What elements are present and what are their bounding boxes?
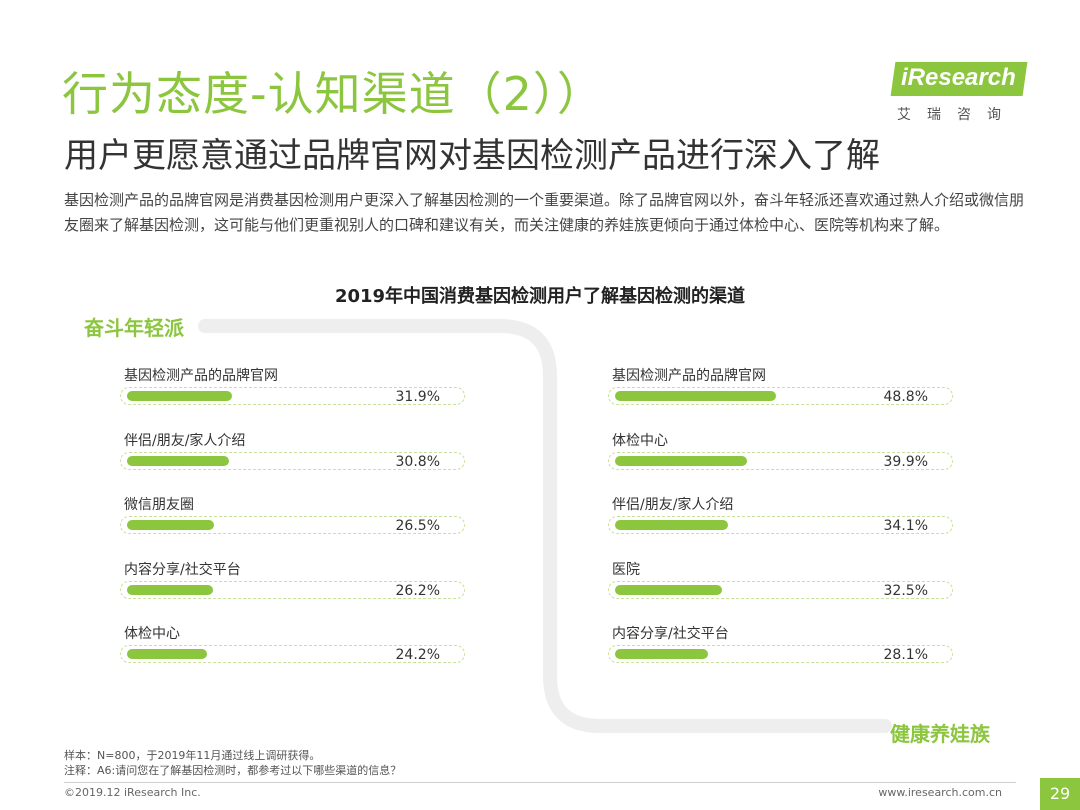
iresearch-logo: iResearch 艾瑞咨询 <box>890 62 1033 124</box>
bar-value-label: 31.9% <box>395 389 440 405</box>
page-subtitle: 用户更愿意通过品牌官网对基因检测产品进行深入了解 <box>64 136 880 176</box>
bar-category-label: 内容分享/社交平台 <box>612 626 729 642</box>
chart-title: 2019年中国消费基因检测用户了解基因检测的渠道 <box>334 286 746 307</box>
page-title: 行为态度-认知渠道（2）） <box>62 67 604 121</box>
logo-text: iResearch <box>901 64 1016 91</box>
bar-track: 34.1% <box>608 516 953 534</box>
bar-fill <box>127 584 214 595</box>
bar-fill <box>615 520 728 530</box>
bar-value-label: 24.2% <box>395 647 440 663</box>
bar-track: 30.8% <box>120 451 465 470</box>
group-label-young: 奋斗年轻派 <box>84 316 184 340</box>
bar-item: 医院 32.5% <box>608 559 953 609</box>
bar-value-label: 39.9% <box>883 453 928 470</box>
bar-value-label: 26.5% <box>395 518 440 534</box>
group-label-parents: 健康养娃族 <box>890 722 990 746</box>
bar-item: 基因检测产品的品牌官网 48.8% <box>608 365 953 415</box>
copyright: ©2019.12 iResearch Inc. <box>64 786 201 799</box>
bar-track: 24.2% <box>120 645 465 663</box>
bar-value-label: 30.8% <box>395 453 440 470</box>
website-url: www.iresearch.com.cn <box>878 786 1002 799</box>
bar-category-label: 基因检测产品的品牌官网 <box>124 368 278 384</box>
bar-value-label: 32.5% <box>883 582 928 599</box>
bar-category-label: 基因检测产品的品牌官网 <box>612 368 766 384</box>
bar-value-label: 28.1% <box>883 647 928 663</box>
bar-fill <box>615 391 777 401</box>
footer-divider <box>64 782 1016 783</box>
bar-track: 39.9% <box>608 451 953 470</box>
bar-track: 31.9% <box>120 387 465 405</box>
sample-note: 样本：N=800，于2019年11月通过线上调研获得。 <box>64 749 321 762</box>
bar-item: 体检中心 24.2% <box>120 623 465 673</box>
bar-fill <box>615 649 708 659</box>
bar-item: 微信朋友圈 26.5% <box>120 494 465 544</box>
bar-item: 基因检测产品的品牌官网 31.9% <box>120 365 465 415</box>
bar-item: 内容分享/社交平台 26.2% <box>120 559 465 609</box>
bar-track: 32.5% <box>608 580 953 599</box>
bar-track: 28.1% <box>608 645 953 663</box>
bar-category-label: 伴侣/朋友/家人介绍 <box>612 497 734 513</box>
logo-chinese-name: 艾瑞咨询 <box>897 107 1017 123</box>
bar-category-label: 伴侣/朋友/家人介绍 <box>124 432 246 449</box>
page-number: 29 <box>1040 778 1080 810</box>
bar-fill <box>127 649 207 659</box>
bar-track: 26.5% <box>120 516 465 534</box>
bar-track: 48.8% <box>608 387 953 405</box>
bar-category-label: 医院 <box>612 561 640 578</box>
bar-fill <box>127 391 233 401</box>
bar-category-label: 微信朋友圈 <box>124 497 194 513</box>
question-note: 注释：A6:请问您在了解基因检测时，都参考过以下哪些渠道的信息？ <box>64 764 402 777</box>
bar-value-label: 48.8% <box>883 389 928 405</box>
bar-value-label: 26.2% <box>395 582 440 599</box>
bar-value-label: 34.1% <box>883 518 928 534</box>
bar-fill <box>127 520 215 530</box>
bar-item: 内容分享/社交平台 28.1% <box>608 623 953 673</box>
bar-item: 体检中心 39.9% <box>608 430 953 480</box>
bar-fill <box>127 455 229 466</box>
bar-category-label: 体检中心 <box>612 432 668 449</box>
bar-category-label: 体检中心 <box>124 626 180 642</box>
bar-item: 伴侣/朋友/家人介绍 34.1% <box>608 494 953 544</box>
footnotes: 样本：N=800，于2019年11月通过线上调研获得。 注释：A6:请问您在了解… <box>64 748 401 778</box>
bar-fill <box>615 584 723 595</box>
page-description: 基因检测产品的品牌官网是消费基因检测用户更深入了解基因检测的一个重要渠道。除了品… <box>64 191 1025 234</box>
bar-track: 26.2% <box>120 580 465 599</box>
bar-fill <box>615 455 747 466</box>
bar-item: 伴侣/朋友/家人介绍 30.8% <box>120 430 465 480</box>
bar-category-label: 内容分享/社交平台 <box>124 561 241 578</box>
